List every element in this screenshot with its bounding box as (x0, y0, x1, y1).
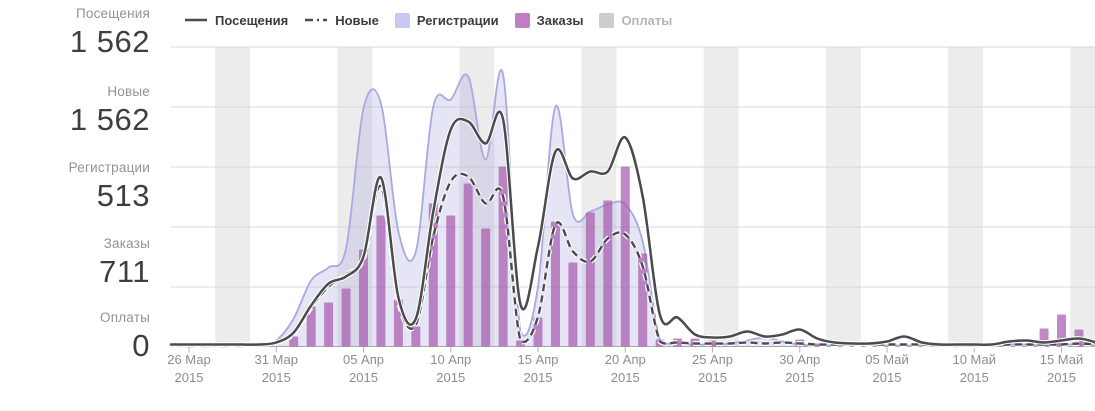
x-tick-year: 2015 (524, 370, 553, 385)
x-tick-year: 2015 (262, 370, 291, 385)
metric-label: Оплаты (100, 310, 150, 325)
orders-bar (446, 215, 456, 347)
x-tick-label: 15 Май (1040, 352, 1084, 367)
legend-swatch-dash (305, 18, 328, 22)
x-tick-year: 2015 (175, 370, 204, 385)
metric-payments: Оплаты 0 (0, 310, 152, 364)
metric-value: 0 (132, 328, 150, 363)
orders-bar (603, 200, 613, 347)
metrics-sidebar: Посещения 1 562 Новые 1 562 Регистрации 513 За… (0, 0, 152, 411)
orders-bar (324, 302, 334, 347)
metric-label: Новые (107, 84, 150, 99)
orders-bar (341, 288, 351, 347)
legend-label: Регистрации (416, 12, 499, 28)
registrations-area-fill (171, 70, 1095, 347)
weekend-band (703, 47, 739, 347)
x-tick-label: 10 Май (952, 352, 996, 367)
metric-orders: Заказы 711 (0, 236, 152, 290)
orders-bar (376, 215, 386, 347)
orders-bar (463, 183, 473, 347)
metric-registrations: Регистрации 513 (0, 160, 152, 214)
x-tick-label: 31 Мар (254, 352, 298, 367)
legend-item-visits[interactable]: Посещения (184, 13, 288, 28)
metric-value: 513 (96, 178, 150, 213)
x-tick-year: 2015 (349, 370, 378, 385)
x-tick-label: 05 Май (865, 352, 909, 367)
legend-label: Заказы (536, 12, 584, 28)
x-tick-label: 30 Апр (779, 352, 820, 367)
x-tick-year: 2015 (698, 370, 727, 385)
metric-label: Заказы (103, 236, 150, 251)
x-tick-year: 2015 (960, 370, 989, 385)
orders-bar (306, 306, 316, 347)
weekend-band (825, 47, 861, 347)
legend-label: Новые (335, 12, 379, 28)
metric-value: 711 (99, 254, 150, 289)
legend-swatch-square (514, 12, 530, 28)
orders-bar (481, 228, 491, 347)
metric-label: Посещения (75, 6, 150, 21)
orders-bar (516, 340, 526, 347)
orders-bar (585, 212, 595, 347)
orders-bar (411, 326, 421, 347)
orders-bar (533, 317, 543, 347)
legend-item-new[interactable]: Новые (304, 13, 379, 28)
legend-swatch-square (394, 12, 410, 28)
metric-visits: Посещения 1 562 (0, 6, 152, 60)
weekend-band (948, 47, 983, 347)
x-tick-label: 26 Мар (167, 352, 211, 367)
chart-legend: Посещения Новые Регистрации Заказы Оплаты (184, 9, 672, 31)
orders-bar (498, 166, 508, 347)
x-tick-label: 10 Апр (430, 352, 471, 367)
orders-bar (568, 262, 578, 347)
x-tick-year: 2015 (785, 370, 814, 385)
weekend-band (1070, 47, 1095, 347)
legend-swatch-square (599, 12, 615, 28)
orders-bar (289, 336, 299, 347)
x-tick-label: 15 Апр (517, 352, 558, 367)
x-tick-year: 2015 (873, 370, 902, 385)
legend-label: Посещения (215, 12, 289, 28)
orders-bar (359, 249, 368, 347)
legend-swatch-line (185, 18, 207, 22)
x-tick-label: 20 Апр (605, 352, 646, 367)
legend-item-registrations[interactable]: Регистрации (394, 12, 499, 28)
weekend-band (215, 47, 251, 347)
orders-bar (620, 166, 630, 347)
x-tick-year: 2015 (611, 370, 640, 385)
metric-value: 1 562 (69, 24, 150, 59)
legend-item-orders[interactable]: Заказы (514, 12, 584, 28)
visits-line (169, 110, 1095, 346)
orders-bar (550, 221, 560, 347)
legend-label: Оплаты (621, 12, 673, 28)
x-tick-label: 05 Апр (343, 352, 384, 367)
legend-item-payments[interactable]: Оплаты (599, 12, 673, 28)
x-axis: 26 Мар 2015 31 Мар 2015 05 Апр 2015 10 Апр 2015… (167, 346, 1084, 385)
x-tick-year: 2015 (1047, 370, 1076, 385)
metric-label: Регистрации (68, 160, 150, 175)
x-tick-year: 2015 (436, 370, 465, 385)
metric-new: Новые 1 562 (0, 84, 152, 138)
x-tick-label: 25 Апр (692, 352, 733, 367)
metric-value: 1 562 (69, 102, 150, 137)
